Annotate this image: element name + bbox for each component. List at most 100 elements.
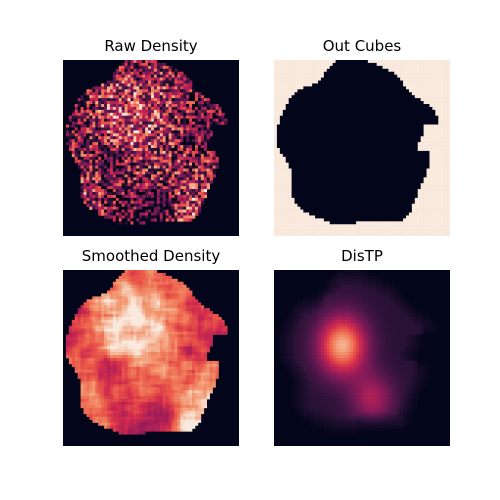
heatmap-cell [130, 98, 134, 102]
heatmap-cell [423, 112, 427, 117]
heatmap-cell [142, 77, 146, 81]
heatmap-cell [326, 180, 331, 184]
heatmap-cell [385, 139, 389, 143]
heatmap-cell [121, 183, 125, 187]
heatmap-cell [107, 109, 111, 114]
heatmap-cell [315, 165, 319, 169]
heatmap-cell [171, 174, 175, 178]
heatmap-cell [98, 106, 102, 111]
heatmap-cell [145, 203, 149, 207]
heatmap-cell [151, 118, 155, 122]
heatmap-cell [344, 121, 348, 125]
heatmap-cell [276, 104, 281, 108]
heatmap-cell [121, 115, 125, 119]
heatmap-cell [353, 186, 357, 190]
heatmap-cell [80, 142, 84, 146]
heatmap-cell [83, 145, 87, 149]
heatmap-cell [447, 101, 450, 105]
heatmap-cell [385, 118, 389, 122]
heatmap-cell [312, 98, 316, 102]
heatmap-cell [341, 171, 345, 175]
heatmap-cell [121, 89, 125, 93]
heatmap-cell [347, 77, 351, 81]
heatmap-cell [297, 65, 301, 70]
heatmap-cell [353, 159, 357, 163]
heatmap-cell [136, 118, 140, 122]
heatmap-cell [186, 148, 190, 152]
heatmap-cell [189, 186, 193, 190]
heatmap-cell [159, 98, 164, 102]
heatmap-cell [414, 162, 419, 166]
heatmap-cell [388, 189, 392, 193]
heatmap-cell [397, 142, 401, 146]
heatmap-cell [373, 139, 377, 143]
heatmap-cell [168, 165, 172, 169]
heatmap-cell [159, 92, 164, 96]
heatmap-cell [288, 136, 292, 140]
heatmap-cell [435, 183, 439, 187]
heatmap-cell [101, 194, 105, 199]
heatmap-cell [332, 121, 336, 125]
heatmap-cell [441, 83, 445, 87]
heatmap-cell [156, 101, 161, 105]
heatmap-cell [77, 159, 81, 163]
heatmap-cell [206, 109, 210, 114]
heatmap-cell [320, 68, 325, 73]
heatmap-cell [388, 162, 392, 166]
heatmap-cell [367, 156, 372, 161]
heatmap-cell [397, 65, 401, 70]
heatmap-cell [189, 218, 193, 222]
heatmap-cell [356, 186, 360, 190]
heatmap-cell [300, 101, 304, 105]
heatmap-cell [162, 74, 166, 78]
heatmap-cell [183, 145, 187, 149]
heatmap-cell [139, 206, 143, 210]
heatmap-cell [344, 74, 348, 78]
heatmap-cell [109, 206, 114, 210]
heatmap-cell [411, 118, 416, 122]
heatmap-cell [109, 136, 114, 140]
heatmap-cell [209, 121, 213, 125]
heatmap-cell [350, 142, 354, 146]
heatmap-cell [388, 60, 392, 64]
heatmap-cell [109, 192, 114, 196]
heatmap-cell [423, 145, 427, 149]
heatmap-cell [300, 189, 304, 193]
heatmap-cell [177, 177, 181, 181]
heatmap-cell [115, 162, 120, 166]
heatmap-cell [109, 177, 114, 181]
heatmap-cell [444, 174, 448, 178]
heatmap-cell [124, 165, 128, 169]
heatmap-cell [153, 136, 158, 140]
heatmap-cell [174, 200, 178, 205]
heatmap-cell [429, 139, 433, 143]
heatmap-cell [77, 124, 81, 128]
heatmap-cell [168, 136, 172, 140]
heatmap-cell [153, 83, 158, 87]
heatmap-cell [326, 71, 331, 75]
heatmap-cell [189, 215, 193, 219]
heatmap-cell [394, 101, 398, 105]
heatmap-cell [285, 183, 289, 187]
heatmap-cell [350, 98, 354, 102]
heatmap-cell [420, 68, 424, 73]
heatmap-cell [288, 174, 292, 178]
heatmap-cell [92, 165, 96, 169]
heatmap-cell [279, 159, 284, 163]
heatmap-cell [335, 162, 339, 166]
heatmap-cell [408, 183, 413, 187]
heatmap-cell [303, 95, 307, 99]
heatmap-cell [338, 159, 342, 163]
heatmap-cell [309, 68, 313, 73]
heatmap-cell [92, 112, 96, 117]
heatmap-cell [183, 92, 187, 96]
heatmap-cell [300, 115, 304, 119]
heatmap-cell [364, 130, 369, 134]
heatmap-cell [388, 89, 392, 93]
heatmap-cell [291, 162, 295, 166]
heatmap-cell [174, 209, 178, 213]
heatmap-cell [376, 83, 380, 87]
heatmap-cell [145, 98, 149, 102]
heatmap-cell [318, 148, 322, 152]
heatmap-cell [285, 62, 289, 67]
